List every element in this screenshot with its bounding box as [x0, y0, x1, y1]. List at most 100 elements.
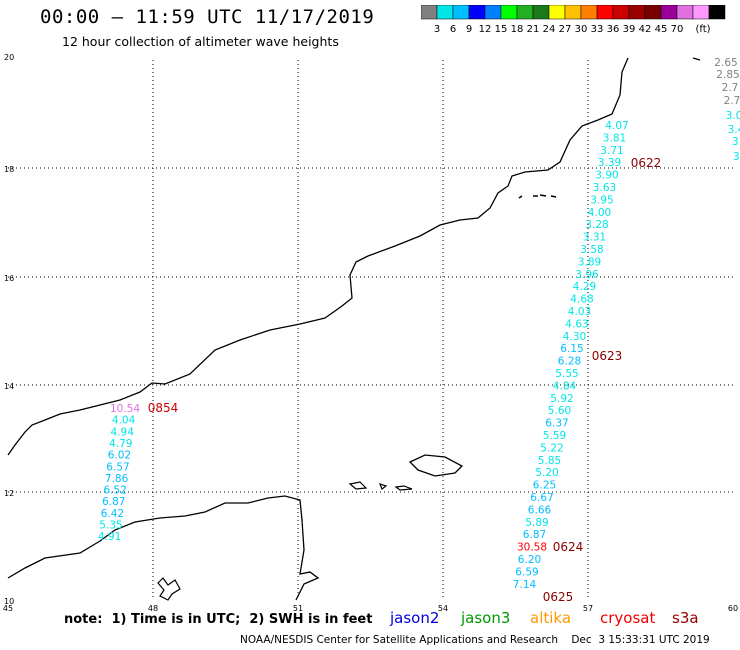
- swh-value-label: 2.7: [722, 82, 739, 94]
- swh-value-label: 3.: [732, 136, 740, 148]
- colorbar-label: 24: [543, 24, 556, 35]
- legend-jason3: jason3: [461, 609, 511, 627]
- swh-value-label: 3.96: [575, 269, 599, 281]
- colorbar-label: 6: [450, 24, 456, 35]
- swh-value-label: 3.89: [578, 256, 601, 268]
- swh-value-label: 4.04: [112, 415, 136, 427]
- longitude-label: 57: [583, 604, 593, 613]
- coastline-south: [7, 495, 320, 601]
- swh-value-label: 3.95: [590, 194, 613, 206]
- swh-value-label: 6.15: [560, 343, 583, 355]
- legend-cryosat: cryosat: [600, 609, 656, 627]
- swh-value-label: 7.86: [105, 473, 129, 485]
- swh-value-label: 6.42: [101, 508, 124, 520]
- swh-value-label: 2.7: [724, 95, 740, 107]
- swh-value-label: 7.14: [513, 579, 537, 591]
- swh-value-label: 4.91: [98, 531, 121, 543]
- swh-value-label: 6.02: [108, 450, 131, 462]
- latitude-label: 14: [4, 382, 14, 391]
- swh-value-label: 4.03: [568, 306, 591, 318]
- pass-time-label: 0625: [543, 590, 574, 604]
- colorbar-swatch: [708, 5, 726, 20]
- colorbar-label: 42: [639, 24, 652, 35]
- longitude-label: 54: [438, 604, 448, 613]
- swh-value-label: 5.85: [538, 455, 561, 467]
- swh-value-label: 5.89: [525, 517, 548, 529]
- swh-value-label: 4.00: [588, 207, 611, 219]
- colorbar-label: 70: [671, 24, 684, 35]
- swh-value-label: 3.4: [728, 124, 740, 136]
- colorbar-label: 21: [527, 24, 540, 35]
- swh-value-label: 3.58: [580, 244, 603, 256]
- swh-value-label: 3.81: [603, 132, 626, 144]
- colorbar-label: 33: [591, 24, 604, 35]
- swh-value-label: 4.68: [570, 294, 593, 306]
- longitude-label: 51: [293, 604, 303, 613]
- pass-time-label: 0622: [631, 156, 662, 170]
- swh-value-label: 5.35: [99, 520, 122, 532]
- swh-value-label: 5.59: [543, 430, 566, 442]
- colorbar-label: 27: [559, 24, 572, 35]
- latitude-label: 20: [4, 53, 14, 62]
- swh-value-label: 6.87: [102, 496, 125, 508]
- swh-value-label: 30.58: [517, 542, 547, 554]
- swh-value-label: 3.90: [595, 170, 618, 182]
- swh-value-label: 5.55: [555, 368, 578, 380]
- legend-s3a: s3a: [672, 609, 699, 627]
- swh-value-label: 3.39: [598, 157, 621, 169]
- swh-value-label: 4.84: [553, 380, 577, 392]
- swh-value-label: 3.0: [726, 110, 740, 122]
- islands-kuria-muria: [518, 194, 557, 199]
- swh-value-label: 10.54: [110, 403, 140, 415]
- swh-value-label: 3.63: [593, 182, 616, 194]
- swh-value-label: 4.79: [109, 438, 132, 450]
- lat-lon-grid: [8, 60, 733, 600]
- swh-value-label: 3.: [733, 151, 740, 163]
- coastline-north: [7, 57, 629, 456]
- latitude-label: 18: [4, 165, 14, 174]
- swh-value-label: 3.71: [600, 145, 623, 157]
- swh-value-label: 5.20: [535, 467, 558, 479]
- swh-value-label: 6.52: [104, 485, 127, 497]
- longitude-label: 48: [148, 604, 158, 613]
- coast-east-fragment: [692, 57, 701, 61]
- island-abd-al-kuri: [348, 481, 413, 491]
- latitude-label: 10: [4, 597, 14, 606]
- swh-value-label: 6.37: [545, 418, 568, 430]
- swh-value-label: 4.30: [563, 331, 586, 343]
- legend-jason2: jason2: [390, 609, 440, 627]
- colorbar-label: 45: [655, 24, 668, 35]
- swh-value-label: 6.25: [533, 480, 556, 492]
- swh-value-label: 5.22: [540, 442, 563, 454]
- satellite-track-labels: 10.544.044.944.796.026.577.866.526.876.4…: [98, 57, 740, 604]
- swh-value-label: 4.29: [573, 281, 596, 293]
- swh-value-label: 6.87: [523, 529, 546, 541]
- colorbar-label: 15: [495, 24, 508, 35]
- swh-value-label: 6.66: [528, 504, 552, 516]
- colorbar-label: 9: [466, 24, 472, 35]
- map-subtitle: 12 hour collection of altimeter wave hei…: [62, 34, 339, 49]
- map-title: 00:00 – 11:59 UTC 11/17/2019: [40, 6, 375, 28]
- swh-value-label: 6.59: [515, 566, 538, 578]
- colorbar-label: 30: [575, 24, 588, 35]
- swh-value-label: 4.63: [565, 318, 588, 330]
- pass-time-label: 0624: [553, 540, 584, 554]
- color-scale-bar: 3 6 9 12 15 18 21 24 27 30 33 36 39 42 45 70 (ft): [421, 5, 726, 35]
- swh-value-label: 6.20: [518, 554, 541, 566]
- swh-value-label: 2.85: [716, 69, 739, 81]
- swh-value-label: 6.67: [530, 492, 553, 504]
- footer-note: note: 1) Time is in UTC; 2) SWH is in fe…: [64, 612, 373, 627]
- longitude-label: 45: [3, 604, 13, 613]
- swh-value-label: 2.65: [714, 57, 737, 69]
- swh-value-label: 6.57: [106, 461, 129, 473]
- swh-value-label: 4.94: [111, 426, 135, 438]
- swh-value-label: 3.31: [583, 232, 606, 244]
- longitude-label: 60: [728, 604, 738, 613]
- colorbar-label: 3: [434, 24, 440, 35]
- footer-credit: NOAA/NESDIS Center for Satellite Applica…: [240, 634, 710, 646]
- legend-altika: altika: [530, 609, 572, 627]
- pass-time-label: 0854: [148, 401, 179, 415]
- swh-value-label: 5.60: [548, 405, 571, 417]
